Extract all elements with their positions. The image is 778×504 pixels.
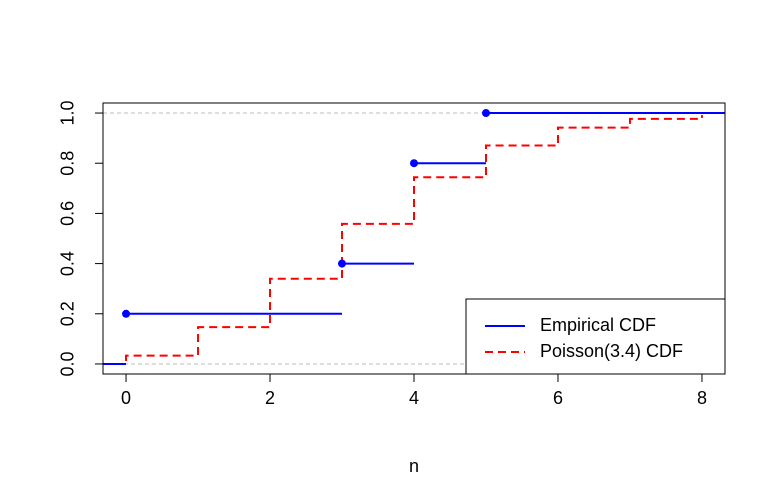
y-tick-label: 0.4: [58, 251, 78, 276]
x-tick-label: 0: [121, 388, 131, 408]
y-tick-label: 0.8: [58, 151, 78, 176]
legend-box: [465, 298, 726, 375]
x-axis-title: n: [409, 456, 419, 476]
y-tick-label: 1.0: [58, 101, 78, 126]
legend-label: Poisson(3.4) CDF: [540, 341, 683, 361]
legend: Empirical CDF Poisson(3.4) CDF: [465, 298, 726, 375]
x-tick-label: 2: [265, 388, 275, 408]
y-tick-label: 0.6: [58, 201, 78, 226]
ecdf-point: [338, 259, 347, 268]
ecdf-point: [481, 109, 490, 118]
x-axis: 0 2 4 6 8: [121, 373, 707, 408]
y-tick-label: 0.2: [58, 301, 78, 326]
y-tick-label: 0.0: [58, 351, 78, 376]
y-axis: 0.0 0.2 0.4 0.6 0.8 1.0: [58, 101, 104, 376]
x-tick-label: 8: [697, 388, 707, 408]
ecdf-point: [122, 309, 131, 318]
ecdf-point: [410, 159, 418, 168]
x-tick-label: 4: [409, 388, 419, 408]
x-tick-label: 6: [553, 388, 563, 408]
legend-label: Empirical CDF: [540, 315, 656, 335]
empirical-cdf-series: [103, 109, 725, 365]
